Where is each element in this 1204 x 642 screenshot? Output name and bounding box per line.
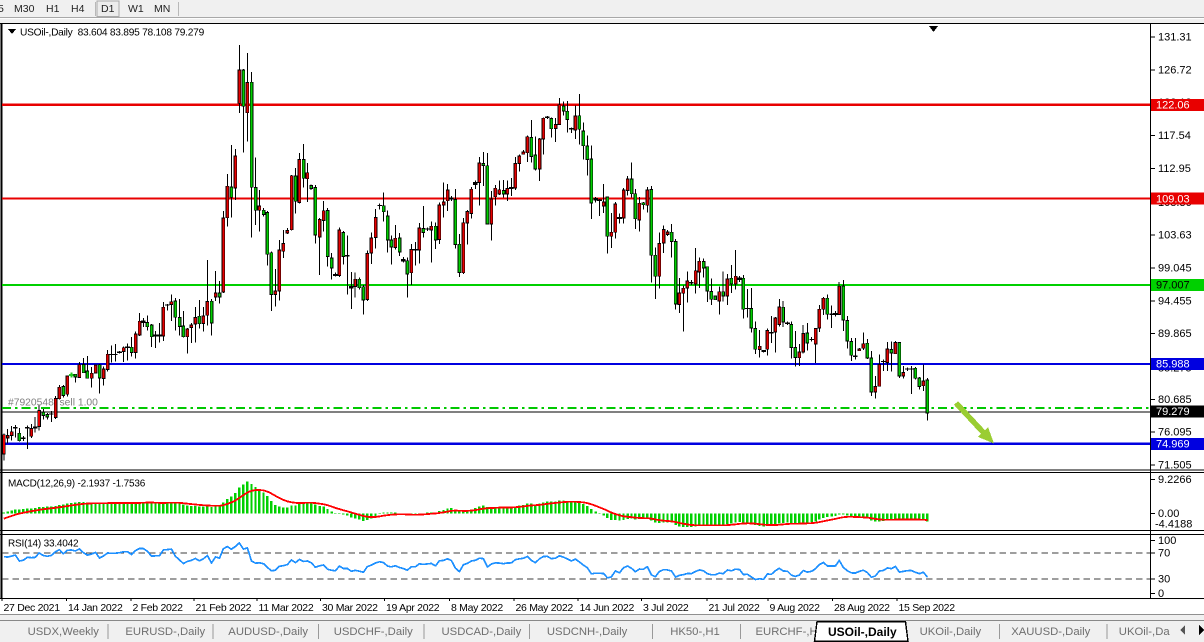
svg-text:2 Feb 2022: 2 Feb 2022 — [133, 602, 184, 614]
svg-text:28 Aug 2022: 28 Aug 2022 — [834, 602, 890, 614]
svg-text:85.988: 85.988 — [1156, 359, 1190, 371]
svg-text:MN: MN — [154, 3, 170, 15]
svg-text:70: 70 — [1158, 548, 1170, 560]
svg-text:9.2266: 9.2266 — [1158, 474, 1192, 486]
svg-text:122.06: 122.06 — [1156, 99, 1190, 111]
svg-text:H1: H1 — [46, 3, 60, 15]
svg-text:D1: D1 — [101, 3, 115, 15]
svg-text:USDCAD-,Daily: USDCAD-,Daily — [442, 626, 522, 638]
svg-text:USDX,Weekly: USDX,Weekly — [28, 626, 100, 638]
svg-text:15 Sep 2022: 15 Sep 2022 — [899, 602, 956, 614]
svg-text:EURUSD-,Daily: EURUSD-,Daily — [125, 626, 205, 638]
svg-text:131.31: 131.31 — [1158, 32, 1192, 44]
svg-text:9 Aug 2022: 9 Aug 2022 — [770, 602, 821, 614]
svg-text:3 Jul 2022: 3 Jul 2022 — [643, 602, 689, 614]
svg-text:71.505: 71.505 — [1158, 460, 1192, 472]
svg-text:117.54: 117.54 — [1158, 130, 1191, 142]
svg-text:26 May 2022: 26 May 2022 — [516, 602, 574, 614]
svg-text:80.685: 80.685 — [1158, 394, 1192, 406]
svg-text:UKOil-,Da: UKOil-,Da — [1119, 626, 1171, 638]
svg-text:H4: H4 — [71, 3, 85, 15]
svg-text:126.72: 126.72 — [1158, 64, 1192, 76]
svg-text:EURCHF-,H1: EURCHF-,H1 — [756, 626, 824, 638]
svg-text:USOil-,Daily 83.604 83.895 78: USOil-,Daily 83.604 83.895 78.108 79.279 — [20, 28, 205, 39]
svg-text:UKOil-,Daily: UKOil-,Daily — [920, 626, 982, 638]
svg-text:8 May 2022: 8 May 2022 — [451, 602, 503, 614]
svg-text:MACD(12,26,9) -2.1937 -1.7536: MACD(12,26,9) -2.1937 -1.7536 — [8, 479, 146, 490]
svg-text:30 Mar 2022: 30 Mar 2022 — [322, 602, 378, 614]
svg-text:AUDUSD-,Daily: AUDUSD-,Daily — [228, 626, 308, 638]
svg-text:XAUUSD-,Daily: XAUUSD-,Daily — [1011, 626, 1090, 638]
svg-text:0: 0 — [1158, 588, 1164, 600]
svg-text:14 Jun 2022: 14 Jun 2022 — [580, 602, 635, 614]
svg-text:5: 5 — [0, 3, 4, 15]
svg-text:-4.4188: -4.4188 — [1155, 519, 1192, 531]
svg-text:W1: W1 — [128, 3, 144, 15]
svg-text:HK50-,H1: HK50-,H1 — [670, 626, 720, 638]
svg-text:100: 100 — [1158, 535, 1176, 547]
svg-text:21 Jul 2022: 21 Jul 2022 — [709, 602, 760, 614]
svg-text:112.95: 112.95 — [1158, 163, 1191, 175]
svg-text:109.03: 109.03 — [1156, 193, 1190, 205]
svg-text:99.045: 99.045 — [1158, 262, 1192, 274]
svg-text:USDCNH-,Daily: USDCNH-,Daily — [547, 626, 628, 638]
svg-text:89.865: 89.865 — [1158, 328, 1192, 340]
svg-text:USDCHF-,Daily: USDCHF-,Daily — [334, 626, 413, 638]
svg-text:M30: M30 — [14, 3, 35, 15]
svg-text:#7920548 sell 1.00: #7920548 sell 1.00 — [8, 398, 98, 409]
svg-text:19 Apr 2022: 19 Apr 2022 — [386, 602, 440, 614]
svg-text:74.969: 74.969 — [1156, 438, 1190, 450]
svg-text:76.095: 76.095 — [1158, 427, 1192, 439]
svg-text:97.007: 97.007 — [1156, 279, 1190, 291]
svg-text:14 Jan 2022: 14 Jan 2022 — [68, 602, 123, 614]
svg-text:USOil-,Daily: USOil-,Daily — [828, 625, 897, 639]
svg-text:94.455: 94.455 — [1158, 295, 1192, 307]
svg-text:27 Dec 2021: 27 Dec 2021 — [4, 602, 61, 614]
svg-text:0.00: 0.00 — [1158, 508, 1179, 520]
svg-text:30: 30 — [1158, 574, 1170, 586]
svg-text:11 Mar 2022: 11 Mar 2022 — [259, 602, 314, 614]
svg-text:21 Feb 2022: 21 Feb 2022 — [196, 602, 252, 614]
svg-text:79.279: 79.279 — [1156, 406, 1190, 418]
svg-text:103.63: 103.63 — [1158, 230, 1192, 242]
svg-text:RSI(14) 33.4042: RSI(14) 33.4042 — [8, 539, 79, 550]
